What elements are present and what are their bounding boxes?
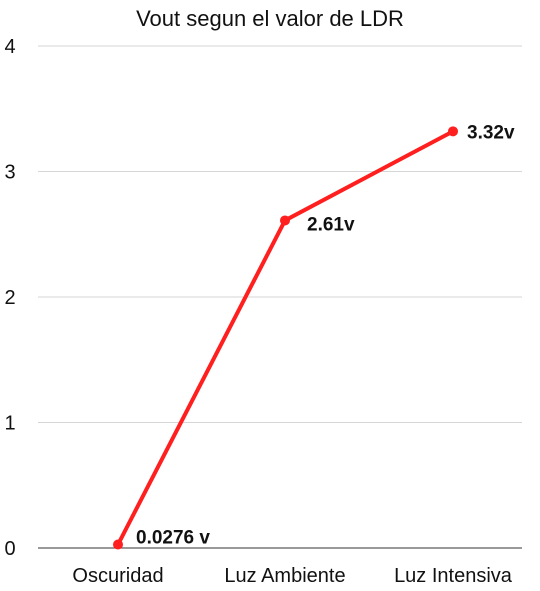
y-tick-label-4: 4 — [4, 36, 15, 58]
y-axis-ticks: 0 1 2 3 4 — [4, 36, 15, 560]
y-tick-label-0: 0 — [4, 538, 15, 560]
x-category-label: Luz Intensiva — [394, 565, 513, 587]
x-category-label: Oscuridad — [72, 565, 163, 587]
chart-title: Vout segun el valor de LDR — [136, 6, 404, 31]
series-group — [113, 126, 458, 550]
data-label: 3.32v — [467, 122, 515, 143]
x-axis-categories: Oscuridad Luz Ambiente Luz Intensiva — [72, 565, 512, 587]
y-tick-label-2: 2 — [4, 287, 15, 309]
y-tick-label-1: 1 — [4, 413, 15, 435]
data-label: 0.0276 v — [136, 528, 210, 549]
gridlines — [38, 45, 522, 549]
data-point — [113, 539, 123, 550]
x-category-label: Luz Ambiente — [224, 565, 345, 587]
data-point — [448, 126, 458, 137]
series-line — [116, 129, 455, 547]
data-label: 2.61v — [307, 214, 355, 235]
y-tick-label-3: 3 — [4, 162, 15, 184]
data-point — [280, 215, 290, 226]
data-labels: 0.0276 v 2.61v 3.32v — [136, 122, 515, 548]
